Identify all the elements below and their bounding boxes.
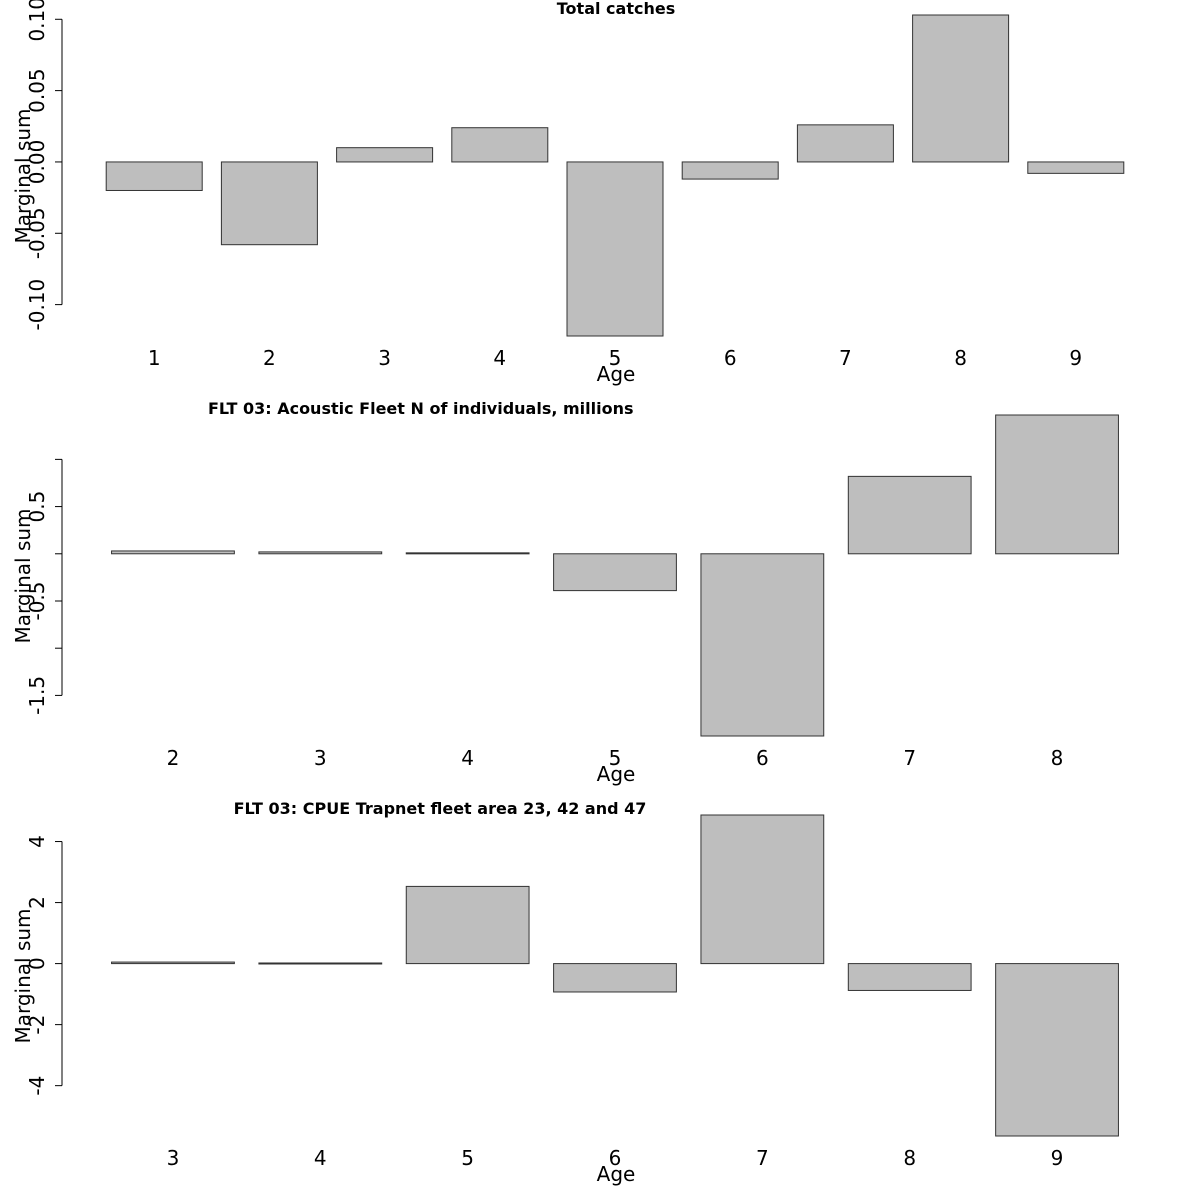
- x-tick-label: 6: [724, 346, 737, 370]
- x-tick-label: 9: [1051, 1146, 1064, 1170]
- y-tick-label: -1.5: [25, 676, 49, 715]
- x-tick-label: 1: [148, 346, 161, 370]
- x-tick-label: 2: [263, 346, 276, 370]
- y-tick-label: -0.5: [25, 581, 49, 620]
- bar-age-2: [220, 161, 318, 246]
- bar-age-8: [847, 963, 972, 991]
- bar-age-4: [258, 962, 383, 965]
- bar-age-5: [553, 553, 677, 592]
- y-tick-label: 2: [25, 896, 49, 909]
- x-tick-label: 3: [314, 746, 327, 770]
- y-tick-label: 0: [25, 957, 49, 970]
- bar-age-6: [700, 553, 825, 737]
- x-tick-label: 8: [903, 1146, 916, 1170]
- x-tick-label: 7: [839, 346, 852, 370]
- x-tick-label: 6: [756, 746, 769, 770]
- chart-panel-2: FLT 03: Acoustic Fleet N of individuals,…: [11, 399, 1119, 786]
- y-tick-label: 0.05: [25, 68, 49, 113]
- bar-age-5: [405, 885, 530, 965]
- y-tick-label: 0.5: [25, 491, 49, 523]
- x-tick-label: 8: [1051, 746, 1064, 770]
- bar-age-4: [405, 552, 530, 555]
- x-tick-label: 6: [609, 1146, 622, 1170]
- x-tick-label: 8: [954, 346, 967, 370]
- chart-title: Total catches: [557, 0, 675, 18]
- bar-age-6: [553, 963, 677, 993]
- y-tick-label: -0.10: [25, 279, 49, 331]
- bar-age-4: [451, 127, 549, 163]
- bar-age-8: [995, 414, 1119, 555]
- bar-age-1: [105, 161, 203, 191]
- chart-panel-1: Total catches -0.10 -0.05 0.00 0.05 0.10 Margi…: [11, 0, 1125, 386]
- x-tick-label: 7: [903, 746, 916, 770]
- x-tick-label: 3: [378, 346, 391, 370]
- x-axis-label: Age: [597, 362, 636, 386]
- bar-age-9: [995, 963, 1119, 1137]
- x-tick-label: 4: [461, 746, 474, 770]
- y-tick-label: -2: [25, 1015, 49, 1035]
- y-tick-label: 0.10: [25, 0, 49, 42]
- chart-title: FLT 03: Acoustic Fleet N of individuals,…: [208, 399, 634, 418]
- bar-age-3: [258, 551, 383, 555]
- x-tick-label: 5: [461, 1146, 474, 1170]
- bar-age-5: [566, 161, 664, 337]
- x-tick-label: 2: [167, 746, 180, 770]
- y-axis-label: Marginal sum: [11, 908, 35, 1043]
- y-tick-label: -0.05: [25, 207, 49, 259]
- bar-age-2: [111, 550, 235, 555]
- x-tick-label: 4: [314, 1146, 327, 1170]
- y-tick-label: 0.00: [25, 140, 49, 185]
- x-axis-label: Age: [597, 762, 636, 786]
- bar-age-3: [111, 961, 235, 965]
- chart-panel-3: FLT 03: CPUE Trapnet fleet area 23, 42 a…: [11, 799, 1119, 1186]
- y-tick-label: 4: [25, 835, 49, 848]
- x-tick-label: 7: [756, 1146, 769, 1170]
- y-tick-label: -4: [25, 1076, 49, 1096]
- bar-age-7: [847, 475, 972, 555]
- x-tick-label: 3: [167, 1146, 180, 1170]
- bar-age-8: [912, 14, 1010, 163]
- x-tick-label: 9: [1069, 346, 1082, 370]
- bar-age-7: [796, 124, 894, 163]
- x-tick-label: 4: [493, 346, 506, 370]
- bar-age-7: [700, 814, 825, 965]
- x-axis-label: Age: [597, 1162, 636, 1186]
- y-axis-label: Marginal sum: [11, 508, 35, 643]
- bar-age-9: [1027, 161, 1125, 174]
- x-tick-label: 5: [609, 346, 622, 370]
- bar-age-3: [336, 147, 434, 163]
- chart-title: FLT 03: CPUE Trapnet fleet area 23, 42 a…: [234, 799, 647, 818]
- bar-age-6: [681, 161, 779, 180]
- x-tick-label: 5: [609, 746, 622, 770]
- y-axis-label: Marginal sum: [11, 108, 35, 243]
